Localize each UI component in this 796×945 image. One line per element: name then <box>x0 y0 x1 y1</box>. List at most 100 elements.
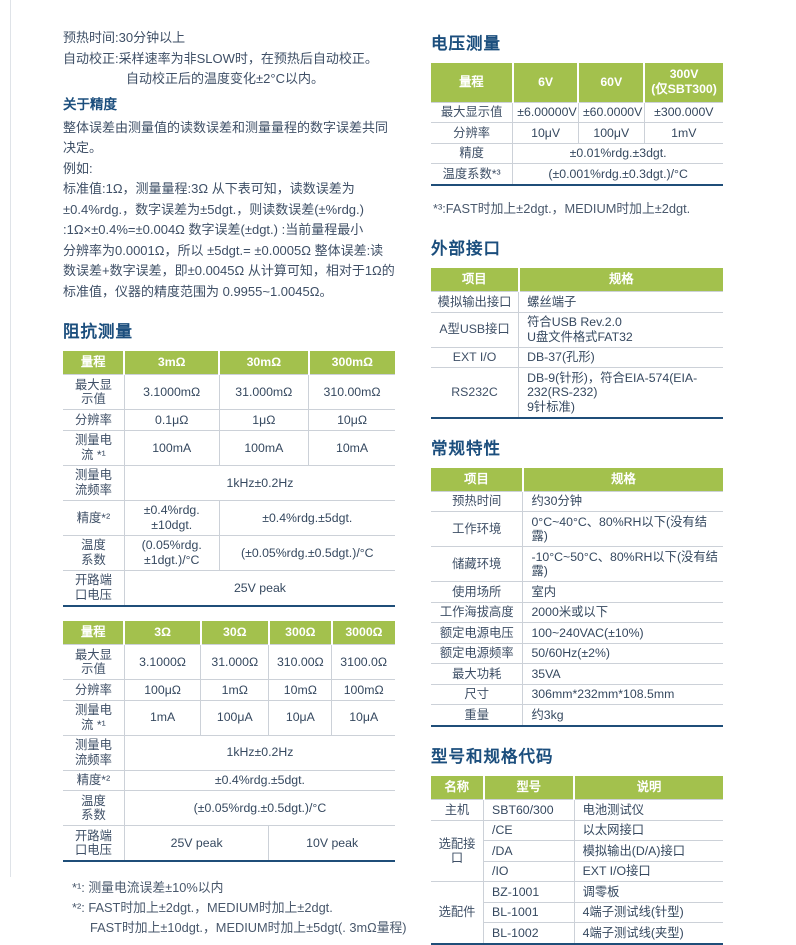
value-cell: 1mΩ <box>200 679 270 701</box>
right-column: 电压测量 量程 6V 60V 300V (仅SBT300) 最大显示值 ±6.00000V… <box>431 28 723 945</box>
table-row: 尺寸 306mm*232mm*108.5mm <box>431 683 723 705</box>
value-cell: 10mΩ <box>268 679 333 701</box>
general-characteristics-table: 项目 规格 预热时间 约30分钟 工作环境 0°C~40°C、80%RH以下(没有结露) 储… <box>431 467 723 727</box>
value-cell: ±0.01%rdg.±3dgt. <box>512 142 723 164</box>
value-cell: ±60.0000V <box>578 101 645 123</box>
text-line: 分辨率为0.0001Ω，所以 ±5dgt.= ±0.0005Ω 整体误差:读 <box>63 242 384 258</box>
interfaces-section-heading: 外部接口 <box>431 239 501 258</box>
column-header: 3mΩ <box>124 351 221 375</box>
row-label: 最大显示值 <box>431 101 514 123</box>
value-cell: 310.00mΩ <box>308 374 395 410</box>
value-cell: 螺丝端子 <box>518 291 723 313</box>
impedance-section-heading: 阻抗测量 <box>63 323 133 341</box>
text-line: 决定。 <box>63 140 103 155</box>
external-interfaces-table: 项目 规格 模拟输出接口 螺丝端子 A型USB接口 符合USB Rev.2.0 U盘文件格… <box>431 267 723 419</box>
text-line: 例如: <box>63 160 93 176</box>
voltage-table: 量程 6V 60V 300V (仅SBT300) 最大显示值 ±6.00000V ±60.0… <box>431 63 723 186</box>
table-header-row: 项目 规格 <box>431 267 723 292</box>
row-label: 选配件 <box>431 881 485 944</box>
value-cell: 室内 <box>522 581 723 603</box>
text-line: *²: FAST时加上±2dgt.，MEDIUM时加上±2dgt. <box>72 900 333 916</box>
table-row: 使用场所 室内 <box>431 581 723 603</box>
table-row: 主机 SBT60/300 电池测试仪 <box>431 799 723 821</box>
left-column: 预热时间:30分钟以上 自动校正:采样速率为非SLOW时，在预热后自动校正。 自动校… <box>63 28 407 945</box>
row-label: 分辨率 <box>63 409 125 431</box>
row-label: 精度*² <box>63 769 125 791</box>
row-label: 最大显 示值 <box>63 644 125 680</box>
table-row: 分辨率 100μΩ 1mΩ 10mΩ 100mΩ <box>63 679 395 701</box>
table-header-row: 项目 规格 <box>431 467 723 492</box>
value-cell: DB-9(针形)，符合EIA-574(EIA-232(RS-232) 9针标准) <box>518 367 723 418</box>
impedance-low-range-table: 量程 3mΩ 30mΩ 300mΩ 最大显 示值 3.1000mΩ 31.000mΩ 310.… <box>63 351 395 607</box>
row-label: 精度*² <box>63 499 125 536</box>
value-cell: 10mA <box>308 429 395 466</box>
row-label: 储藏环境 <box>431 546 524 582</box>
value-cell: /CE <box>483 819 575 841</box>
row-label: 精度 <box>431 142 514 164</box>
impedance-high-range-table: 量程 3Ω 30Ω 300Ω 3000Ω 最大显 示值 3.1000Ω 31.000Ω 310.… <box>63 620 395 863</box>
row-label: 测量电 流频率 <box>63 734 125 771</box>
column-header: 300mΩ <box>308 351 395 375</box>
column-header: 型号 <box>483 775 576 800</box>
value-cell: (0.05%rdg.±1dgt.)/°C <box>124 534 220 571</box>
value-cell: 模拟输出(D/A)接口 <box>574 840 723 862</box>
value-cell: 100μV <box>578 122 645 144</box>
column-header: 30mΩ <box>219 351 310 375</box>
value-cell: /DA <box>483 840 575 862</box>
value-cell: ±0.4%rdg.±5dgt. <box>219 499 395 536</box>
table-row: 预热时间 约30分钟 <box>431 490 723 512</box>
column-header: 量程 <box>63 351 126 375</box>
value-cell: 3100.0Ω <box>331 644 395 680</box>
value-cell: ±300.000V <box>644 101 723 123</box>
page-left-edge-line <box>10 0 11 877</box>
value-cell: 0°C~40°C、80%RH以下(没有结露) <box>522 511 723 547</box>
table-header-row: 量程 6V 60V 300V (仅SBT300) <box>431 63 723 103</box>
row-label: 分辨率 <box>431 122 514 144</box>
row-label: 测量电 流 *¹ <box>63 699 125 736</box>
row-label: 额定电源电压 <box>431 622 524 644</box>
value-cell: /IO <box>483 860 575 882</box>
column-header: 规格 <box>518 267 723 292</box>
value-cell: 35VA <box>522 663 723 685</box>
value-cell: 电池测试仪 <box>574 799 723 821</box>
text-line: 预热时间:30分钟以上 <box>63 30 186 45</box>
table-row: 测量电 流 *¹ 100mA 100mA 10mA <box>63 429 395 466</box>
row-label: 使用场所 <box>431 581 524 603</box>
row-label: EXT I/O <box>431 346 520 368</box>
model-codes-table: 名称 型号 说明 主机 SBT60/300 电池测试仪 选配接口/CE 以太网接口/DA 模拟输… <box>431 775 723 945</box>
impedance-footnotes: *¹: 测量电流误差±10%以内 *²: FAST时加上±2dgt.，MEDIUM… <box>63 878 407 938</box>
row-label: 温度 系数 <box>63 534 125 571</box>
spec-table: 项目 规格 预热时间 约30分钟 工作环境 0°C~40°C、80%RH以下(没有结露) 储… <box>431 467 723 727</box>
value-cell: 调零板 <box>574 881 723 903</box>
value-cell: 符合USB Rev.2.0 U盘文件格式FAT32 <box>518 311 723 348</box>
value-cell: 310.00Ω <box>268 644 333 680</box>
value-cell: BL-1001 <box>483 901 575 923</box>
value-cell: 以太网接口 <box>574 819 723 841</box>
value-cell: 约3kg <box>522 704 723 726</box>
table-row: 精度*² ±0.4%rdg.±5dgt. <box>63 769 395 791</box>
text-line: 整体误差由测量值的读数误差和测量量程的数字误差共同 <box>63 119 389 135</box>
table-row: A型USB接口 符合USB Rev.2.0 U盘文件格式FAT32 <box>431 311 723 348</box>
table-row: 最大功耗 35VA <box>431 663 723 685</box>
table-row: 分辨率 10μV 100μV 1mV <box>431 122 723 144</box>
row-label: RS232C <box>431 367 520 418</box>
general-section-heading: 常规特性 <box>431 439 501 458</box>
column-header: 6V <box>512 63 580 103</box>
table-row: 选配接口/CE 以太网接口 <box>431 819 723 882</box>
value-cell: 31.000mΩ <box>219 374 310 410</box>
column-header: 量程 <box>63 620 126 645</box>
voltage-footnote: *³:FAST时加上±2dgt.，MEDIUM时加上±2dgt. <box>433 200 691 216</box>
value-cell: ±0.4%rdg.±10dgt. <box>124 499 220 536</box>
table-row: 额定电源频率 50/60Hz(±2%) <box>431 642 723 664</box>
row-label: 开路端 口电压 <box>63 825 125 862</box>
table-row: 精度 ±0.01%rdg.±3dgt. <box>431 142 723 164</box>
table-row: EXT I/O DB-37(孔形) <box>431 346 723 368</box>
row-label: 工作海拔高度 <box>431 601 524 623</box>
row-label: 测量电 流频率 <box>63 464 125 501</box>
table-row: RS232C DB-9(针形)，符合EIA-574(EIA-232(RS-232)… <box>431 367 723 418</box>
column-header: 规格 <box>522 467 723 492</box>
value-cell: 25V peak <box>124 825 270 862</box>
value-cell: 10μΩ <box>308 409 395 431</box>
row-label: 最大功耗 <box>431 663 524 685</box>
row-label: 额定电源频率 <box>431 642 524 664</box>
